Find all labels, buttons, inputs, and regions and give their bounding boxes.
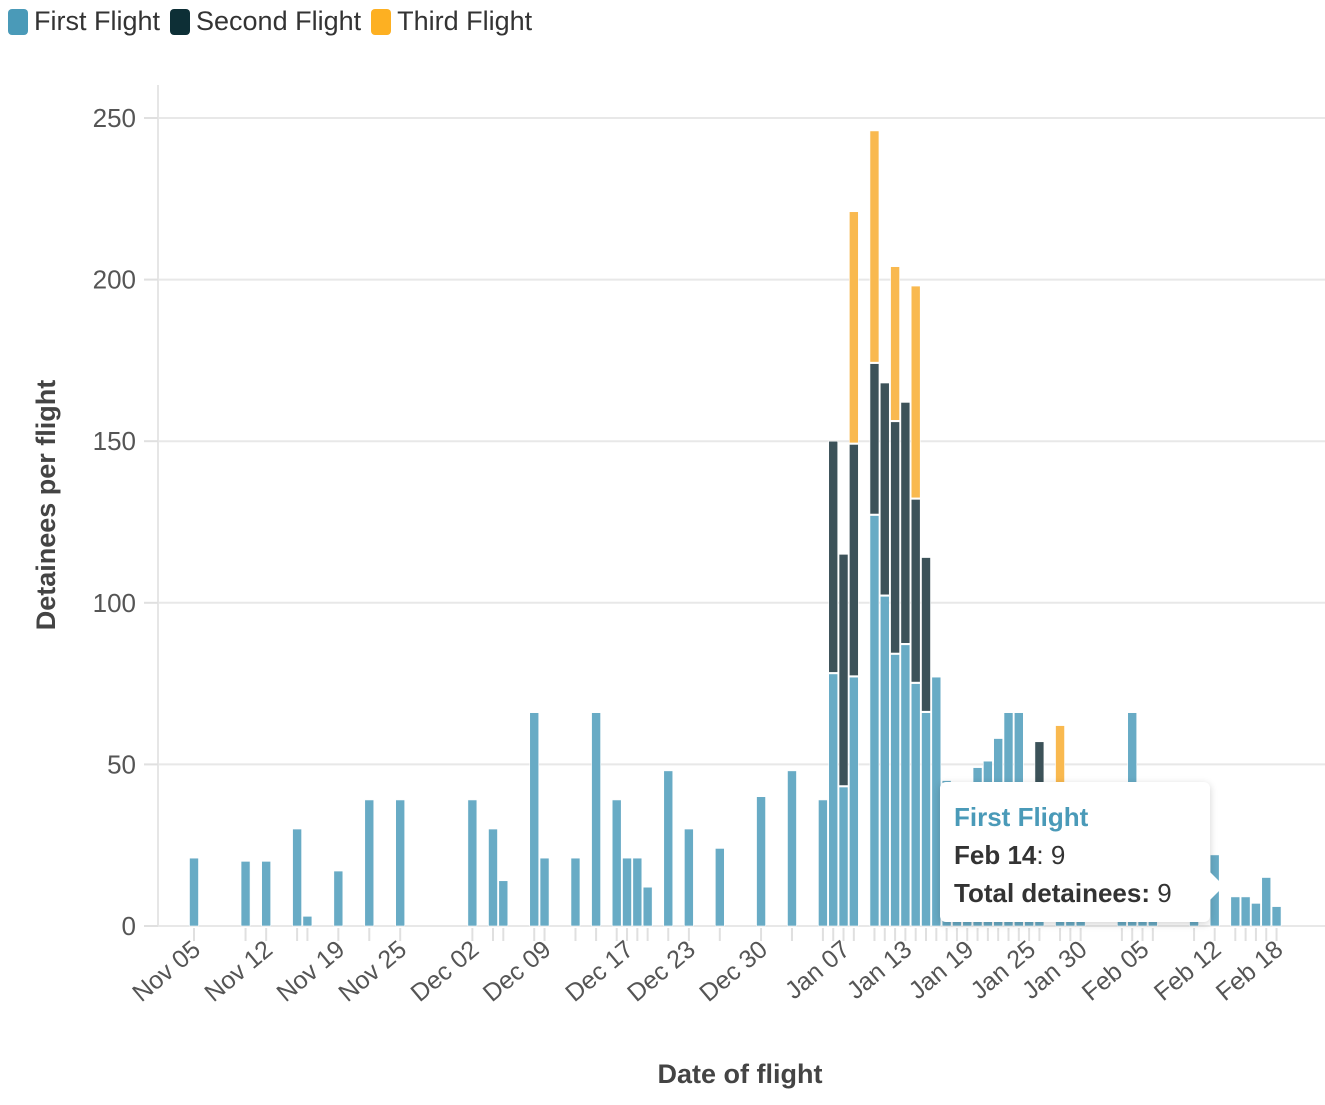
bar-first-flight[interactable] — [570, 857, 581, 927]
tooltip-value: : 9 — [1036, 840, 1066, 870]
bar-second-flight[interactable] — [838, 554, 849, 786]
bar-third-flight[interactable] — [849, 211, 859, 444]
bar-first-flight[interactable] — [529, 712, 540, 927]
x-tick-label: Jan 19 — [904, 935, 979, 1005]
bar-first-flight[interactable] — [910, 683, 921, 927]
bar-first-flight[interactable] — [715, 848, 725, 927]
bar-first-flight[interactable] — [364, 799, 375, 927]
y-tick-label: 250 — [93, 103, 136, 133]
x-tick-label: Feb 12 — [1149, 935, 1227, 1006]
bar-first-flight[interactable] — [467, 799, 478, 927]
bar-first-flight[interactable] — [611, 799, 622, 927]
legend-label: First Flight — [34, 6, 161, 36]
bar-first-flight[interactable] — [818, 799, 828, 927]
bar-first-flight[interactable] — [622, 857, 632, 927]
x-tick-label: Dec 09 — [478, 935, 557, 1007]
legend-item-first-flight[interactable]: First Flight — [8, 6, 160, 37]
tooltip-date: Feb 14 — [954, 840, 1037, 870]
bar-first-flight[interactable] — [787, 770, 797, 927]
x-tick-label: Feb 05 — [1077, 935, 1155, 1006]
y-tick-label: 50 — [107, 749, 136, 779]
bar-first-flight[interactable] — [684, 828, 694, 927]
x-tick-label: Jan 07 — [780, 935, 855, 1005]
x-tick-label: Dec 02 — [406, 935, 485, 1007]
x-tick-label: Dec 23 — [622, 935, 701, 1007]
legend-swatch-first — [8, 8, 28, 35]
bar-first-flight[interactable] — [849, 676, 859, 927]
bar-first-flight[interactable] — [189, 857, 199, 927]
legend-item-second-flight[interactable]: Second Flight — [170, 6, 361, 37]
legend-item-third-flight[interactable]: Third Flight — [371, 6, 532, 37]
bar-first-flight[interactable] — [838, 786, 849, 927]
tooltip: First Flight Feb 14: 9 Total detainees: … — [940, 782, 1224, 922]
tooltip-total-value: 9 — [1150, 878, 1172, 908]
bar-first-flight[interactable] — [292, 828, 302, 927]
legend-swatch-second — [170, 8, 191, 35]
bar-first-flight[interactable] — [890, 654, 900, 927]
bar-first-flight[interactable] — [642, 886, 653, 927]
bar-first-flight[interactable] — [302, 916, 313, 927]
x-tick-label: Nov 12 — [199, 935, 278, 1007]
x-tick-label: Nov 25 — [333, 935, 412, 1007]
bar-second-flight[interactable] — [910, 499, 921, 683]
y-tick-label: 100 — [93, 588, 136, 618]
bar-first-flight[interactable] — [591, 712, 601, 927]
tooltip-value-row: Feb 14: 9 — [954, 836, 1196, 874]
bar-first-flight[interactable] — [539, 857, 550, 927]
bar-third-flight[interactable] — [890, 266, 900, 421]
x-tick-label: Feb 18 — [1211, 935, 1289, 1006]
y-tick-label: 0 — [122, 911, 136, 941]
bar-first-flight[interactable] — [240, 861, 251, 927]
bar-first-flight[interactable] — [663, 770, 674, 927]
y-axis-title: Detainees per flight — [31, 380, 61, 631]
legend-label: Third Flight — [397, 6, 533, 36]
bar-third-flight[interactable] — [869, 130, 880, 363]
bar-first-flight[interactable] — [1230, 896, 1241, 927]
bar-first-flight[interactable] — [1261, 877, 1272, 927]
x-tick-label: Dec 17 — [560, 935, 639, 1007]
x-tick-label: Dec 30 — [694, 935, 773, 1007]
bar-first-flight[interactable] — [879, 596, 890, 927]
bar-second-flight[interactable] — [869, 363, 880, 515]
tooltip-total-row: Total detainees: 9 — [954, 874, 1196, 912]
legend-label: Second Flight — [196, 6, 362, 36]
legend-swatch-third — [371, 8, 392, 35]
bar-first-flight[interactable] — [333, 870, 344, 927]
tooltip-series: First Flight — [954, 802, 1089, 832]
bar-second-flight[interactable] — [849, 444, 859, 676]
bar-first-flight[interactable] — [395, 799, 406, 927]
bar-second-flight[interactable] — [890, 421, 900, 654]
bar-second-flight[interactable] — [879, 382, 890, 596]
bar-first-flight[interactable] — [869, 515, 880, 927]
bar-first-flight[interactable] — [900, 644, 911, 927]
bar-first-flight[interactable] — [1240, 896, 1251, 927]
bar-first-flight[interactable] — [828, 673, 839, 927]
y-axis: 0 50 100 150 200 250 — [93, 103, 158, 941]
bar-first-flight[interactable] — [498, 880, 509, 927]
bar-second-flight[interactable] — [900, 402, 911, 644]
bar-first-flight[interactable] — [488, 828, 498, 927]
bar-first-flight[interactable] — [1251, 903, 1261, 927]
bar-first-flight[interactable] — [632, 857, 643, 927]
x-tick-label: Nov 05 — [127, 935, 206, 1007]
x-tick-label: Jan 13 — [842, 935, 917, 1005]
bar-first-flight[interactable] — [261, 861, 271, 927]
legend: First Flight Second Flight Third Flight — [8, 6, 532, 37]
x-tick-label: Nov 19 — [272, 935, 351, 1007]
y-tick-label: 200 — [93, 265, 136, 295]
y-tick-label: 150 — [93, 426, 136, 456]
bar-first-flight[interactable] — [1271, 906, 1282, 927]
bar-third-flight[interactable] — [910, 285, 921, 499]
bar-second-flight[interactable] — [921, 557, 931, 712]
bar-first-flight[interactable] — [756, 796, 766, 927]
tooltip-total-label: Total detainees: — [954, 878, 1151, 908]
x-axis-title: Date of flight — [658, 1059, 823, 1089]
bar-first-flight[interactable] — [921, 712, 931, 927]
bar-second-flight[interactable] — [828, 440, 839, 673]
